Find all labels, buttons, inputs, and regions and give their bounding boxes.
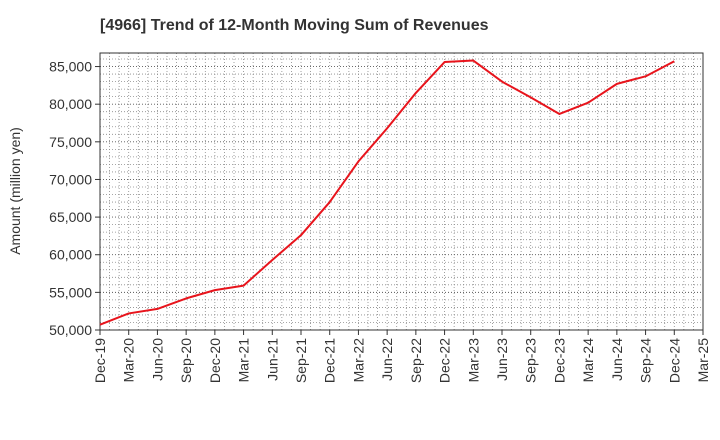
x-axis-ticks: Dec-19 Mar-20 Jun-20 Sep-20 Dec-20 Mar-21 Jun-…: [92, 330, 711, 383]
y-tick-label: 65,000: [49, 209, 92, 225]
x-tick-label: Dec-22: [437, 338, 453, 383]
x-tick-label: Sep-22: [408, 338, 424, 383]
y-tick-label: 80,000: [49, 96, 92, 112]
x-tick-label: Mar-22: [350, 338, 366, 383]
x-tick-label: Jun-21: [264, 338, 280, 381]
y-tick-label: 55,000: [49, 284, 92, 300]
series-layer: [99, 59, 675, 326]
x-tick-label: Mar-20: [121, 338, 137, 383]
x-tick-label: Mar-23: [465, 338, 481, 383]
y-tick-label: 50,000: [49, 322, 92, 338]
series-line: [99, 59, 675, 326]
chart-title: [4966] Trend of 12-Month Moving Sum of R…: [100, 17, 489, 34]
x-tick-label: Sep-24: [638, 338, 654, 383]
x-tick-label: Jun-22: [379, 338, 395, 381]
plot-area: [99, 52, 704, 331]
x-tick-label: Dec-23: [551, 338, 567, 383]
y-tick-label: 85,000: [49, 59, 92, 75]
x-tick-label: Dec-21: [322, 338, 338, 383]
x-tick-label: Dec-20: [207, 338, 223, 383]
grid-lines: [100, 53, 703, 330]
y-tick-label: 60,000: [49, 247, 92, 263]
x-tick-label: Mar-24: [580, 338, 596, 383]
x-tick-label: Mar-21: [236, 338, 252, 383]
y-tick-label: 70,000: [49, 171, 92, 187]
x-tick-label: Sep-23: [523, 338, 539, 383]
x-tick-label: Sep-21: [293, 338, 309, 383]
x-tick-label: Jun-24: [609, 338, 625, 381]
y-tick-label: 75,000: [49, 134, 92, 150]
x-tick-label: Jun-20: [149, 338, 165, 381]
y-axis-ticks: 50,000 55,000 60,000 65,000 70,000 75,000 80,0…: [49, 59, 100, 338]
x-tick-label: Dec-24: [666, 338, 682, 383]
x-tick-label: Sep-20: [178, 338, 194, 383]
y-axis-label: Amount (million yen): [7, 127, 23, 255]
x-tick-label: Jun-23: [494, 338, 510, 381]
x-tick-label: Mar-25: [695, 338, 711, 383]
x-tick-label: Dec-19: [92, 338, 108, 383]
